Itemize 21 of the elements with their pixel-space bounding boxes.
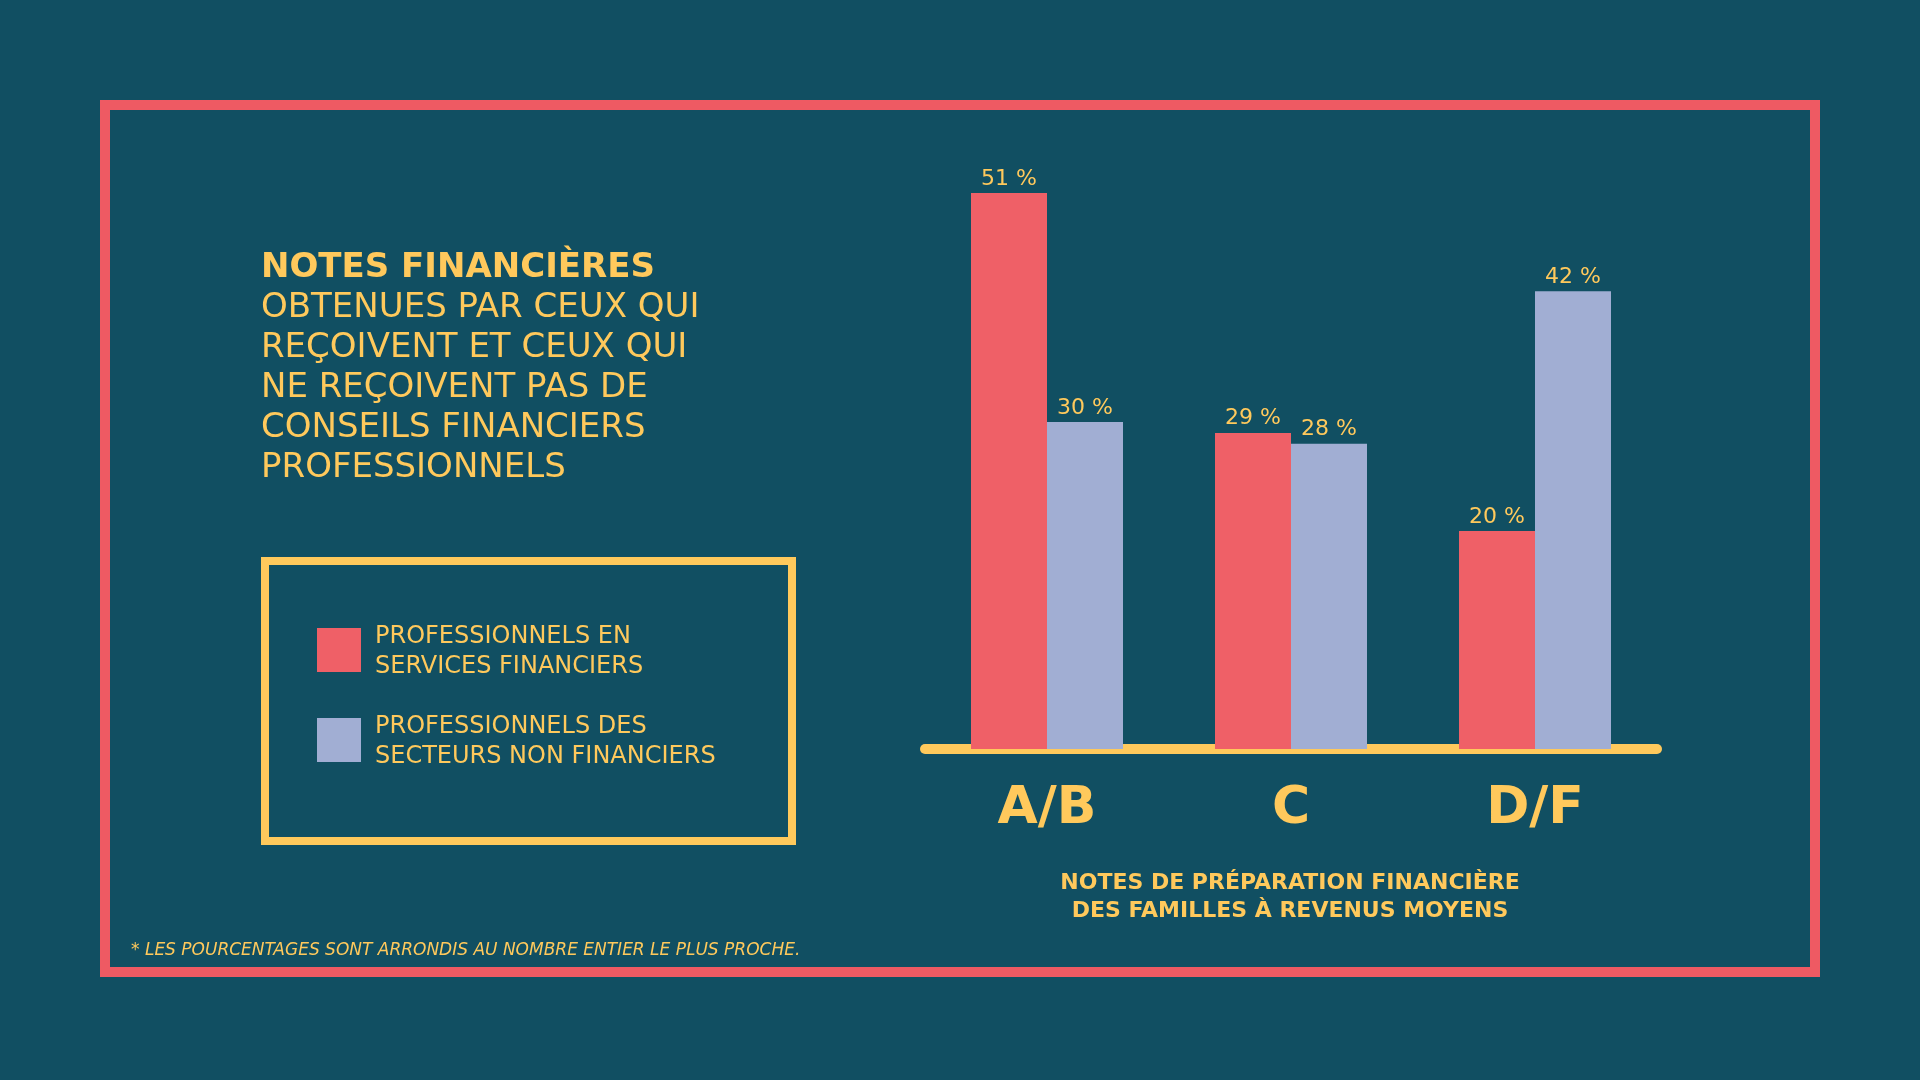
text: OBTENUES PAR CEUX QUI REÇOIVENT ET CEUX QUI NE REÇOIVENT PAS DE CONSEILS FINANCIERS PROFESSIONNELS (261, 285, 701, 485)
data-label: 28 % (1301, 415, 1357, 441)
x-tick-label: A/B (997, 775, 1097, 835)
data-label: 20 % (1469, 502, 1525, 528)
x-tick-label: D/F (1486, 775, 1584, 835)
bar (1459, 531, 1535, 749)
data-label: 29 % (1225, 404, 1281, 430)
bar (1047, 422, 1123, 749)
data-label: 51 % (981, 164, 1037, 190)
bar (1291, 443, 1367, 749)
bar (971, 193, 1047, 749)
legend-label: PROFESSIONNELS EN SERVICES FINANCIERS (375, 620, 645, 680)
data-label: 30 % (1057, 393, 1113, 419)
bar (1535, 291, 1611, 749)
legend-label: PROFESSIONNELS DES SECTEURS NON FINANCIERS (375, 710, 717, 770)
x-tick-label: C (1271, 775, 1311, 835)
data-label: 42 % (1545, 262, 1601, 288)
x-axis-title: NOTES DE PRÉPARATION FINANCIÈRE DES FAMILLES À REVENUS MOYENS (1059, 868, 1521, 924)
text: * LES POURCENTAGES SONT ARRONDIS AU NOMBRE ENTIER LE PLUS PROCHE. (131, 938, 801, 959)
bar (1215, 432, 1291, 749)
text: NOTES FINANCIÈRES (261, 245, 656, 285)
